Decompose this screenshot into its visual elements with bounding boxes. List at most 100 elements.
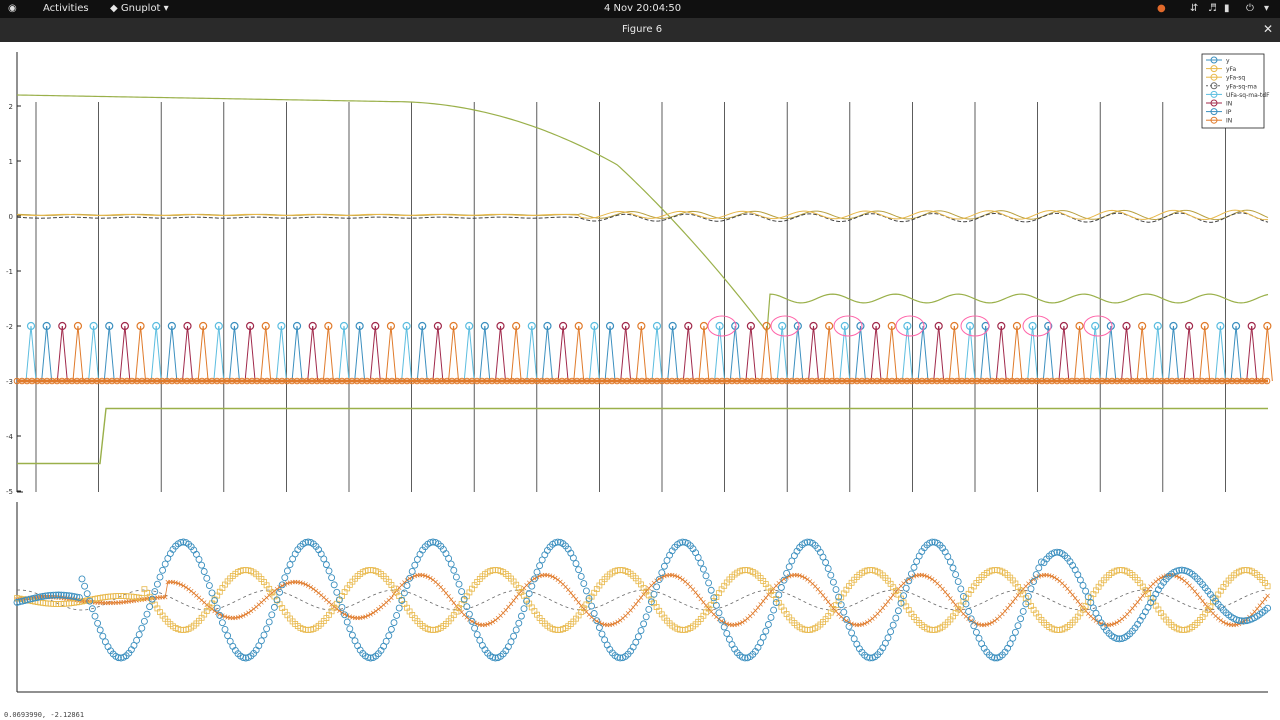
stem-right: [845, 326, 850, 381]
blue-circle-marker: [196, 556, 202, 562]
stem-right: [31, 326, 36, 381]
stem-right: [688, 326, 693, 381]
legend-entry: yFa: [1226, 66, 1236, 73]
orange-cross-marker: [1133, 603, 1137, 607]
stem-left: [308, 326, 313, 381]
blue-circle-marker: [344, 619, 350, 625]
blue-circle-marker: [334, 589, 340, 595]
stem-left: [1200, 326, 1205, 381]
stem-right: [234, 326, 239, 381]
blue-circle-marker: [703, 573, 709, 579]
stem-right: [892, 326, 897, 381]
power-icon[interactable]: ⏻: [1246, 3, 1254, 14]
orange-cross-marker: [764, 596, 768, 600]
app-menu-gnuplot[interactable]: ◆ Gnuplot ▾: [110, 3, 169, 14]
blue-circle-marker: [214, 605, 220, 611]
blue-circle-marker: [966, 608, 972, 614]
stem-left: [746, 326, 751, 381]
blue-circle-marker: [706, 580, 712, 586]
blue-circle-marker: [264, 626, 270, 632]
stem-right: [657, 326, 662, 381]
gnome-logo-icon[interactable]: ◉: [8, 3, 17, 14]
upper-plot[interactable]: 2 1 0 -1 -2 -3 -4 -5: [6, 52, 1272, 496]
blue-circle-marker: [451, 567, 457, 573]
blue-circle-marker: [534, 569, 540, 575]
battery-icon[interactable]: ▮: [1224, 3, 1230, 14]
orange-cross-marker: [449, 598, 453, 602]
stem-left: [402, 326, 407, 381]
blue-circle-marker: [459, 589, 465, 595]
stem-right: [141, 326, 146, 381]
stem-right: [970, 326, 975, 381]
stem-left: [42, 326, 47, 381]
network-icon[interactable]: ⇵: [1190, 3, 1198, 14]
orange-cross-marker: [881, 606, 885, 610]
orange-cross-marker: [374, 609, 378, 613]
stem-left: [996, 326, 1001, 381]
blue-circle-marker: [830, 579, 836, 585]
blue-circle-marker: [721, 624, 727, 630]
legend: yyFayFa-sqyFa-sq-maUFa-sq-ma-tdFINIPIN: [1202, 54, 1270, 128]
blue-circle-marker: [698, 560, 704, 566]
blue-circle-marker: [139, 625, 145, 631]
stem-left: [824, 326, 829, 381]
blue-circle-marker: [339, 604, 345, 610]
blue-circle-marker: [635, 634, 641, 640]
stem-left: [73, 326, 78, 381]
y-tick-label: 0: [9, 213, 13, 221]
activities-button[interactable]: Activities: [43, 3, 89, 14]
blue-circle-marker: [100, 633, 106, 639]
clock[interactable]: 4 Nov 20:04:50: [604, 3, 681, 14]
blue-circle-marker: [326, 568, 332, 574]
blue-circle-marker: [261, 632, 267, 638]
orange-cross-marker: [759, 602, 763, 606]
blue-circle-marker: [724, 630, 730, 636]
window-titlebar[interactable]: Figure 6 ✕: [0, 18, 1280, 42]
orange-cross-marker: [1138, 597, 1142, 601]
firefox-indicator-icon[interactable]: ●: [1157, 3, 1166, 14]
stem-right: [673, 326, 678, 381]
blue-circle-marker: [404, 582, 410, 588]
blue-circle-marker: [521, 606, 527, 612]
orange-cross-marker: [951, 600, 955, 604]
stem-left: [57, 326, 62, 381]
orange-cross-marker: [1216, 616, 1220, 620]
orange-cross-marker: [639, 596, 643, 600]
blue-circle-marker: [287, 562, 293, 568]
orange-cross-marker: [1266, 594, 1270, 598]
system-menu-chevron-icon[interactable]: ▾: [1264, 3, 1269, 14]
stem-left: [1122, 326, 1127, 381]
stem-right: [47, 326, 52, 381]
close-icon[interactable]: ✕: [1263, 22, 1273, 36]
orange-cross-marker: [569, 591, 573, 595]
orange-cross-marker: [376, 607, 380, 611]
blue-circle-marker: [786, 564, 792, 570]
stem-left: [1137, 326, 1142, 381]
blue-circle-marker: [1096, 615, 1102, 621]
stem-right: [454, 326, 459, 381]
stem-right: [1252, 326, 1257, 381]
blue-circle-marker: [537, 563, 543, 569]
orange-cross-marker: [824, 597, 828, 601]
blue-circle-marker: [284, 568, 290, 574]
blue-circle-marker: [825, 566, 831, 572]
blue-circle-marker: [1036, 565, 1042, 571]
volume-icon[interactable]: ♬: [1208, 3, 1217, 14]
blue-circle-marker: [95, 620, 101, 626]
lower-plot[interactable]: [14, 502, 1271, 692]
blue-circle-marker: [92, 613, 98, 619]
blue-circle-marker: [833, 587, 839, 593]
stem-left: [183, 326, 188, 381]
orange-cross-marker: [187, 587, 191, 591]
blue-circle-marker: [765, 621, 771, 627]
blue-circle-marker: [1010, 635, 1016, 641]
orange-cross-marker: [447, 594, 451, 598]
y-tick-label: -2: [6, 323, 13, 331]
blue-circle-marker: [209, 590, 215, 596]
blue-circle-marker: [599, 631, 605, 637]
legend-entry: IP: [1226, 109, 1232, 116]
orange-cross-marker: [311, 587, 315, 591]
stem-right: [1267, 326, 1272, 381]
blue-circle-marker: [573, 561, 579, 567]
